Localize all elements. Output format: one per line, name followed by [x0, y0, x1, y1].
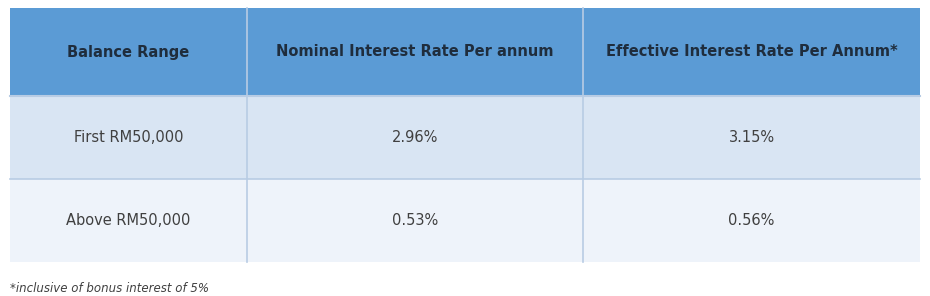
- Bar: [246, 96, 583, 179]
- Text: *inclusive of bonus interest of 5%: *inclusive of bonus interest of 5%: [10, 282, 209, 295]
- Bar: [583, 179, 920, 262]
- Bar: [583, 96, 920, 179]
- Bar: [246, 8, 583, 96]
- Bar: [10, 8, 246, 96]
- Text: Effective Interest Rate Per Annum*: Effective Interest Rate Per Annum*: [605, 44, 897, 59]
- Text: 2.96%: 2.96%: [392, 130, 438, 145]
- Text: 3.15%: 3.15%: [728, 130, 775, 145]
- Bar: [10, 96, 246, 179]
- Text: 0.53%: 0.53%: [392, 213, 438, 228]
- Text: Above RM50,000: Above RM50,000: [66, 213, 191, 228]
- Text: First RM50,000: First RM50,000: [73, 130, 183, 145]
- Text: Nominal Interest Rate Per annum: Nominal Interest Rate Per annum: [276, 44, 553, 59]
- Bar: [246, 179, 583, 262]
- Text: 0.56%: 0.56%: [728, 213, 775, 228]
- Bar: [10, 179, 246, 262]
- Bar: [583, 8, 920, 96]
- Text: Balance Range: Balance Range: [67, 44, 190, 59]
